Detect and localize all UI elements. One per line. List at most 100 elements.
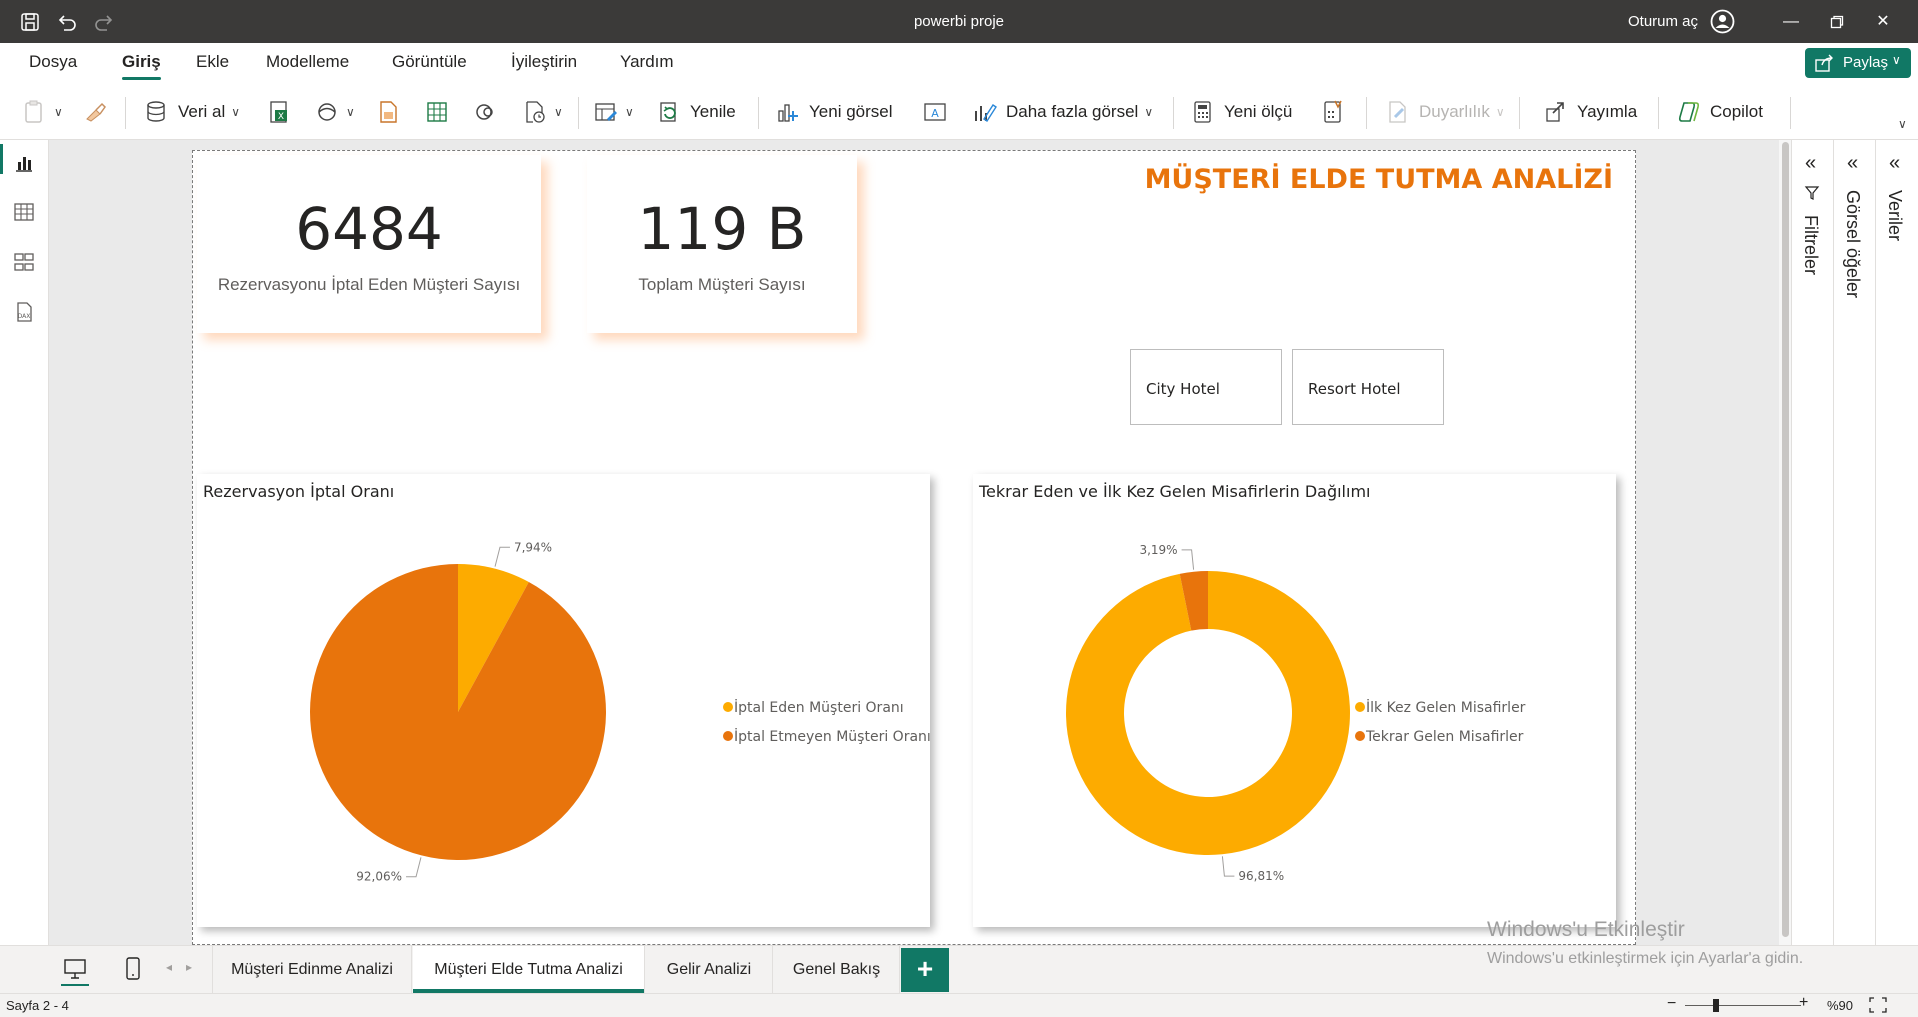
report-view-icon[interactable] xyxy=(12,151,36,175)
dataverse-button[interactable] xyxy=(473,95,499,129)
account-icon[interactable] xyxy=(1710,9,1735,34)
mobile-layout-icon[interactable] xyxy=(125,957,141,986)
sensitivity-button[interactable]: Duyarlılık ∨ xyxy=(1385,95,1505,129)
undo-icon[interactable] xyxy=(55,10,79,34)
slicer-resort-hotel[interactable]: Resort Hotel xyxy=(1292,349,1444,425)
transform-data-button[interactable]: ∨ xyxy=(593,95,634,129)
sql-button[interactable] xyxy=(375,95,401,129)
menu-tab-view[interactable]: Görüntüle xyxy=(392,52,467,71)
add-page-button[interactable]: + xyxy=(901,948,949,992)
ribbon-separator xyxy=(758,97,759,129)
publish-button[interactable]: Yayımla xyxy=(1543,95,1637,129)
dax-query-view-icon[interactable]: DAX xyxy=(12,300,36,324)
onelake-icon xyxy=(314,99,340,125)
filter-icon xyxy=(1804,185,1820,206)
publish-label: Yayımla xyxy=(1577,102,1638,121)
refresh-label: Yenile xyxy=(690,102,736,121)
onelake-button[interactable]: ∨ xyxy=(314,95,355,129)
model-view-icon[interactable] xyxy=(12,250,36,274)
menu-tab-home[interactable]: Giriş xyxy=(122,52,161,80)
legend-label: İptal Eden Müşteri Oranı xyxy=(734,698,904,716)
zoom-out-icon[interactable]: − xyxy=(1667,995,1677,1012)
data-pane[interactable]: « Veriler xyxy=(1876,140,1918,945)
page-tab-revenue[interactable]: Gelir Analizi xyxy=(646,946,773,993)
expand-icon[interactable]: « xyxy=(1847,152,1859,174)
svg-text:X: X xyxy=(278,112,284,122)
signin-link[interactable]: Oturum aç xyxy=(1628,13,1699,30)
donut-chart-guests[interactable]: Tekrar Eden ve İlk Kez Gelen Misafirleri… xyxy=(973,474,1616,927)
kpi-card-total-customers[interactable]: 119 B Toplam Müşteri Sayısı xyxy=(587,155,857,333)
zoom-slider[interactable] xyxy=(1685,1005,1801,1006)
new-visual-label: Yeni görsel xyxy=(809,102,893,121)
expand-icon[interactable]: « xyxy=(1889,152,1901,174)
quick-measure-button[interactable] xyxy=(1320,95,1346,129)
zoom-slider-thumb[interactable] xyxy=(1713,999,1720,1012)
format-painter-button[interactable] xyxy=(82,95,108,129)
visuals-icon xyxy=(972,99,998,125)
canvas-scrollbar[interactable] xyxy=(1779,140,1791,945)
dataverse-icon xyxy=(473,99,499,125)
expand-icon[interactable]: « xyxy=(1805,152,1817,174)
new-visual-button[interactable]: Yeni görsel xyxy=(775,95,893,129)
page-tab-acquisition[interactable]: Müşteri Edinme Analizi xyxy=(212,946,412,993)
copilot-button[interactable]: Copilot xyxy=(1676,95,1763,129)
scrollbar-thumb[interactable] xyxy=(1782,142,1789,937)
prev-page-icon[interactable]: ◂ xyxy=(166,960,173,974)
view-switcher: DAX xyxy=(0,140,49,945)
refresh-icon xyxy=(656,99,682,125)
menu-tab-modeling[interactable]: Modelleme xyxy=(266,52,350,71)
status-bar: Sayfa 2 - 4 − + %90 xyxy=(0,993,1918,1017)
close-icon[interactable]: ✕ xyxy=(1876,13,1890,30)
get-data-button[interactable]: Veri al ∨ xyxy=(144,95,240,129)
desktop-layout-icon[interactable] xyxy=(61,958,89,986)
ribbon-separator xyxy=(1658,97,1659,129)
zoom-level[interactable]: %90 xyxy=(1827,998,1854,1013)
quick-measure-icon xyxy=(1320,99,1346,125)
redo-icon[interactable] xyxy=(92,10,116,34)
donut-slice xyxy=(1066,571,1350,855)
visualizations-pane[interactable]: « Görsel öğeler xyxy=(1834,140,1876,945)
kpi-value: 119 B xyxy=(637,195,807,263)
more-visuals-button[interactable]: Daha fazla görsel ∨ xyxy=(972,95,1153,129)
page-tab-retention[interactable]: Müşteri Elde Tutma Analizi xyxy=(413,946,645,993)
menu-tab-help[interactable]: Yardım xyxy=(620,52,674,71)
document-icon xyxy=(375,99,401,125)
svg-text:DAX: DAX xyxy=(18,313,31,320)
minimize-icon[interactable]: — xyxy=(1783,13,1799,30)
sensitivity-icon xyxy=(1385,99,1411,125)
menu-tab-optimize[interactable]: İyileştirin xyxy=(511,52,578,71)
kpi-card-cancellations[interactable]: 6484 Rezervasyonu İptal Eden Müşteri Say… xyxy=(197,155,541,333)
filters-pane[interactable]: « Filtreler xyxy=(1792,140,1834,945)
menu-tab-file[interactable]: Dosya xyxy=(29,52,78,71)
enter-data-button[interactable] xyxy=(424,95,450,129)
slicer-city-hotel[interactable]: City Hotel xyxy=(1130,349,1282,425)
menu-tab-insert[interactable]: Ekle xyxy=(196,52,230,71)
ribbon-collapse-icon[interactable]: ∨ xyxy=(1898,117,1907,131)
excel-button[interactable]: X xyxy=(266,95,292,129)
page-tab-overview[interactable]: Genel Bakış xyxy=(774,946,900,993)
pie-chart-cancellation[interactable]: Rezervasyon İptal Oranı 7,94% 92,06% İptal… xyxy=(197,474,930,927)
leader-line xyxy=(1181,549,1195,570)
next-page-icon[interactable]: ▸ xyxy=(186,960,193,974)
paste-button[interactable]: ∨ xyxy=(22,95,63,129)
new-measure-button[interactable]: Yeni ölçü xyxy=(1190,95,1292,129)
text-box-button[interactable]: A xyxy=(922,95,948,129)
refresh-button[interactable]: Yenile xyxy=(656,95,736,129)
zoom-in-icon[interactable]: + xyxy=(1799,994,1809,1011)
data-label: Veriler xyxy=(1885,190,1905,242)
kpi-caption: Rezervasyonu İptal Eden Müşteri Sayısı xyxy=(217,275,521,294)
pie-chart-svg: 7,94% 92,06% İptal Eden Müşteri Oranı İptal… xyxy=(310,540,930,884)
new-measure-label: Yeni ölçü xyxy=(1224,102,1293,121)
fit-to-page-icon[interactable] xyxy=(1869,997,1887,1016)
restore-icon[interactable] xyxy=(1814,0,1860,43)
save-icon[interactable] xyxy=(18,10,42,34)
donut-slice xyxy=(1179,571,1208,631)
table-view-icon[interactable] xyxy=(12,200,36,224)
share-button[interactable]: Paylaş ∨ xyxy=(1805,48,1911,78)
ribbon-separator xyxy=(1519,97,1520,129)
get-data-label: Veri al xyxy=(178,102,226,121)
ribbon-separator xyxy=(1790,97,1791,129)
menu-bar: Dosya Giriş Ekle Modelleme Görüntüle İyi… xyxy=(0,43,1918,85)
visuals-label: Görsel öğeler xyxy=(1843,190,1863,299)
recent-sources-button[interactable]: ∨ xyxy=(522,95,563,129)
